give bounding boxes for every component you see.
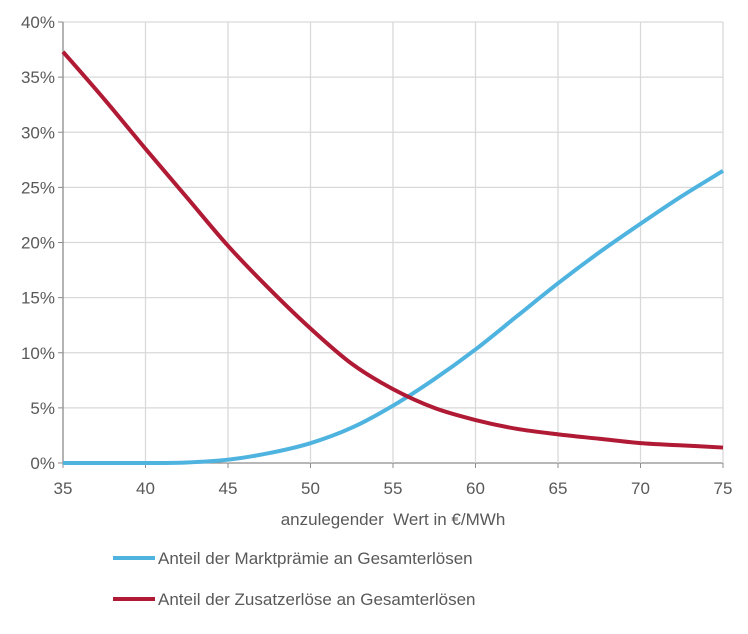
series-lines	[61, 50, 725, 466]
x-tick-label: 45	[219, 479, 238, 498]
x-tick-label: 65	[549, 479, 568, 498]
legend-label-zusatzerloese: Anteil der Zusatzerlöse an Gesamterlösen	[158, 590, 476, 609]
x-axis-title: anzulegender Wert in €/MWh	[281, 510, 506, 529]
series-line-0	[63, 169, 725, 466]
x-tick-label: 70	[631, 479, 650, 498]
y-axis-labels: 0% 5% 10% 15% 20% 25% 30% 35% 40%	[21, 13, 55, 473]
y-tick-label: 25%	[21, 178, 55, 197]
y-tick-label: 0%	[30, 454, 55, 473]
x-tick-label: 75	[714, 479, 733, 498]
legend: Anteil der Marktprämie an Gesamterlösen …	[113, 549, 476, 609]
x-tick-label: 50	[301, 479, 320, 498]
y-tick-label: 10%	[21, 344, 55, 363]
grid	[58, 21, 724, 468]
y-tick-label: 5%	[30, 399, 55, 418]
series-line-1	[61, 50, 724, 450]
x-axis-labels: 35 40 45 50 55 60 65 70 75	[54, 479, 733, 498]
y-tick-label: 35%	[21, 68, 55, 87]
y-tick-label: 20%	[21, 234, 55, 253]
y-tick-label: 30%	[21, 123, 55, 142]
x-tick-label: 55	[384, 479, 403, 498]
x-tick-label: 40	[136, 479, 155, 498]
legend-label-marktpraemie: Anteil der Marktprämie an Gesamterlösen	[158, 549, 473, 568]
x-tick-label: 60	[466, 479, 485, 498]
y-tick-label: 40%	[21, 13, 55, 32]
x-tick-label: 35	[54, 479, 73, 498]
y-tick-label: 15%	[21, 289, 55, 308]
